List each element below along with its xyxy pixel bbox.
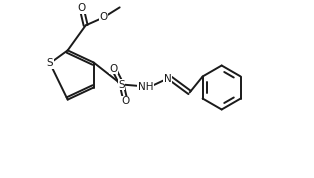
Text: O: O (100, 12, 108, 22)
Text: O: O (110, 64, 118, 74)
Text: NH: NH (138, 82, 154, 91)
Text: S: S (118, 80, 125, 90)
Text: S: S (46, 58, 53, 68)
Text: O: O (78, 3, 86, 13)
Text: N: N (164, 74, 171, 83)
Text: O: O (122, 96, 130, 106)
